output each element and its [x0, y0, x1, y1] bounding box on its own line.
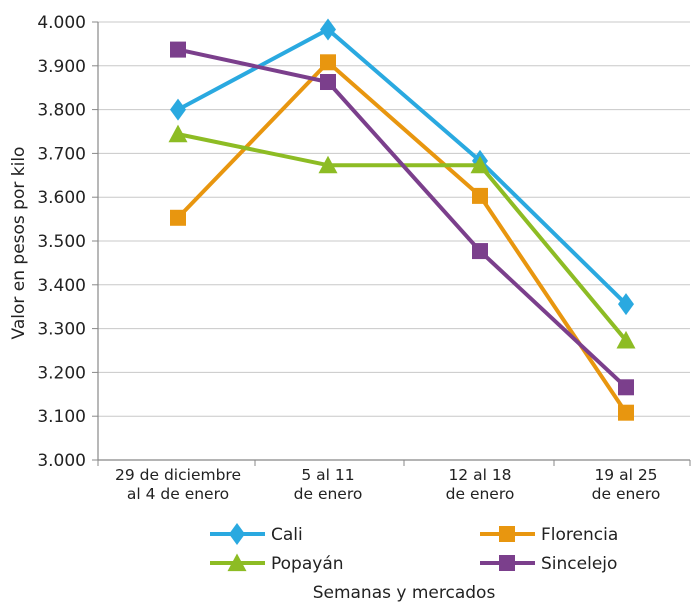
series-line [176, 60, 628, 414]
series-popayn [168, 124, 636, 349]
legend-item: Popayán [210, 553, 344, 574]
series-line [177, 47, 628, 389]
x-tick-label: 5 al 11 de enero [294, 466, 363, 503]
legend-label: Sincelejo [541, 554, 617, 574]
legend-label: Cali [271, 525, 303, 545]
y-tick-label: 3.700 [37, 144, 86, 164]
data-point [170, 41, 186, 58]
legend-item: Florencia [480, 525, 618, 545]
data-point [320, 18, 336, 41]
data-point [318, 155, 338, 174]
x-tick-label: 19 al 25 de enero [592, 466, 661, 503]
y-tick-label: 3.000 [37, 451, 86, 471]
data-point [616, 330, 636, 349]
y-tick-label: 4.000 [37, 13, 86, 33]
legend-item: Cali [210, 523, 303, 545]
y-tick-label: 3.900 [37, 57, 86, 77]
data-point [170, 209, 186, 226]
x-tick-label: 29 de diciembre al 4 de enero [115, 466, 241, 503]
data-point [618, 379, 634, 396]
x-tick-labels: 29 de diciembre al 4 de enero 5 al 11 de en… [115, 466, 660, 503]
data-point [168, 124, 188, 143]
series-line [177, 27, 628, 306]
series-florencia [170, 54, 634, 421]
y-tick-labels: 3.000 3.100 3.200 3.300 3.400 3.500 3.600 3.700… [37, 13, 86, 471]
y-tick-label: 3.300 [37, 320, 86, 340]
y-tick-label: 3.800 [37, 101, 86, 121]
x-axis-title: Semanas y mercados [313, 583, 496, 603]
data-point [170, 98, 186, 121]
legend-label: Florencia [541, 525, 618, 545]
data-point [470, 155, 490, 174]
legend-marker [227, 553, 247, 572]
x-tick-label: 12 al 18 de enero [446, 466, 515, 503]
data-point [320, 74, 336, 91]
axes [92, 21, 691, 466]
legend-item: Sincelejo [480, 554, 617, 574]
data-point [618, 293, 634, 316]
data-point [472, 187, 488, 204]
data-point [618, 404, 634, 421]
y-tick-label: 3.500 [37, 232, 86, 252]
y-tick-label: 3.600 [37, 188, 86, 208]
y-axis-title: Valor en pesos por kilo [9, 147, 29, 340]
series-group [168, 18, 636, 421]
data-point [320, 54, 336, 71]
legend-label: Popayán [271, 554, 344, 574]
legend-marker [499, 526, 515, 542]
data-point [472, 243, 488, 260]
legend-marker [229, 523, 245, 545]
legend: Cali Florencia Popayán Sincelejo [210, 523, 618, 574]
gridlines [98, 21, 690, 417]
y-tick-label: 3.100 [37, 407, 86, 427]
legend-marker [499, 555, 515, 571]
y-tick-label: 3.400 [37, 276, 86, 296]
series-sincelejo [170, 41, 634, 396]
y-tick-label: 3.200 [37, 363, 86, 383]
